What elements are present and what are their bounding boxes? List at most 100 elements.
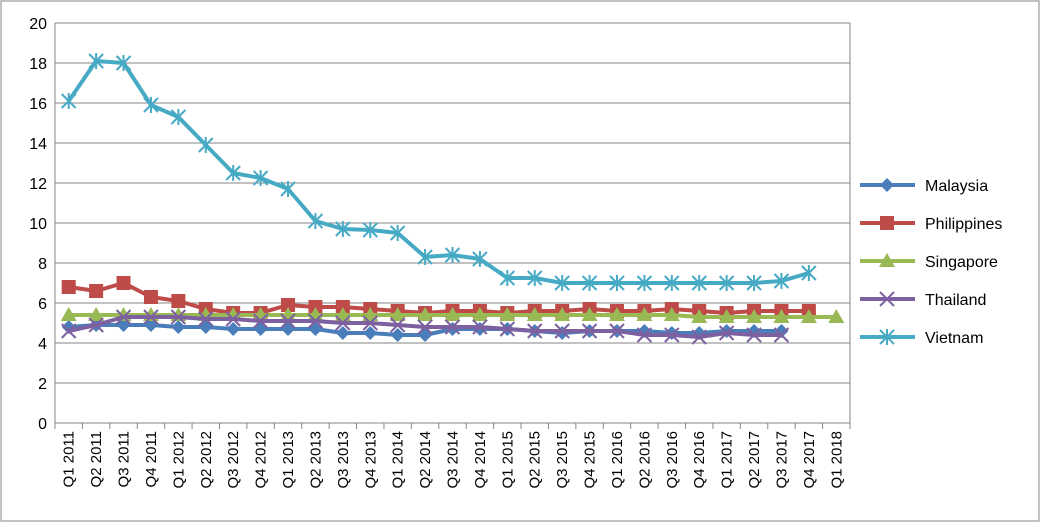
y-tick-label: 20: [29, 16, 47, 33]
data-point-x: [773, 327, 790, 343]
x-stroke: [581, 323, 598, 339]
y-tick-label: 8: [38, 256, 47, 273]
y-tick-label: 4: [38, 336, 47, 353]
data-point-triangle: [554, 307, 571, 321]
x-stroke: [746, 327, 762, 343]
legend-label: Thailand: [925, 292, 986, 309]
data-point-diamond: [171, 320, 186, 334]
x-stroke: [636, 327, 653, 343]
data-point-star: [499, 270, 516, 286]
x-stroke: [335, 315, 351, 331]
x-stroke: [252, 313, 269, 329]
data-point-x: [362, 315, 378, 331]
data-point-triangle: [444, 307, 461, 321]
data-point-x: [115, 309, 132, 325]
data-point-star: [88, 53, 104, 69]
legend-item-philippines: Philippines: [860, 216, 1002, 233]
x-stroke: [115, 309, 132, 325]
x-stroke: [527, 323, 543, 339]
data-point-star: [170, 109, 187, 125]
x-tick-label: Q1 2015: [499, 431, 516, 489]
data-point-star: [664, 275, 680, 291]
data-point-star: [609, 275, 625, 291]
data-point-x: [746, 327, 762, 343]
data-point-triangle: [636, 307, 653, 321]
x-tick-label: Q1 2016: [609, 431, 626, 489]
data-point-square: [880, 216, 894, 230]
x-stroke: [143, 309, 159, 325]
data-point-star: [554, 275, 570, 291]
x-tick-label: Q4 2015: [582, 431, 599, 489]
x-stroke: [307, 313, 324, 329]
x-tick-label: Q1 2018: [828, 431, 845, 489]
x-stroke: [88, 317, 104, 333]
data-point-triangle: [389, 307, 406, 321]
data-point-triangle: [828, 309, 845, 323]
data-point-square: [143, 290, 158, 304]
x-stroke: [170, 309, 187, 325]
data-point-star: [773, 273, 790, 289]
x-stroke: [499, 321, 516, 337]
y-tick-label: 12: [29, 176, 47, 193]
data-point-triangle: [718, 309, 735, 323]
x-stroke: [664, 327, 680, 343]
legend-item-vietnam: Vietnam: [860, 329, 983, 347]
data-point-star: [307, 213, 324, 229]
x-tick-label: Q1 2013: [280, 431, 297, 489]
data-point-x: [60, 323, 77, 339]
x-tick-label: Q1 2017: [719, 431, 736, 489]
data-point-triangle: [879, 253, 895, 267]
x-tick-label: Q1 2014: [390, 431, 407, 489]
data-point-star: [115, 55, 132, 71]
x-stroke: [280, 313, 296, 329]
data-point-star: [417, 249, 433, 265]
data-point-star: [444, 247, 461, 263]
data-point-x: [280, 313, 296, 329]
data-point-triangle: [471, 307, 488, 321]
data-point-x: [225, 311, 241, 327]
data-point-triangle: [663, 307, 680, 321]
data-point-star: [879, 329, 895, 345]
legend-label: Vietnam: [925, 330, 983, 347]
x-tick-label: Q1 2011: [61, 431, 78, 487]
series-vietnam: [60, 53, 817, 291]
data-point-triangle: [746, 309, 763, 323]
data-point-diamond: [390, 328, 405, 342]
data-point-triangle: [608, 307, 625, 321]
x-tick-label: Q4 2012: [253, 431, 270, 489]
legend-label: Philippines: [925, 216, 1002, 233]
data-point-diamond: [226, 322, 241, 336]
data-point-square: [171, 294, 186, 308]
data-point-square: [61, 280, 76, 294]
data-point-triangle: [499, 307, 516, 321]
data-point-x: [554, 323, 570, 339]
data-point-x: [581, 323, 598, 339]
data-point-x: [636, 327, 653, 343]
data-point-x: [472, 319, 488, 335]
x-stroke: [225, 311, 241, 327]
x-stroke: [718, 325, 735, 341]
data-point-star: [60, 93, 77, 109]
legend-item-malaysia: Malaysia: [860, 178, 988, 195]
data-point-x: [444, 319, 461, 335]
x-tick-label: Q3 2016: [664, 431, 681, 489]
y-tick-label: 6: [38, 296, 47, 313]
data-point-x: [527, 323, 543, 339]
data-point-star: [252, 170, 269, 186]
x-tick-label: Q2 2013: [307, 431, 324, 489]
y-tick-label: 0: [38, 416, 47, 433]
y-tick-label: 18: [29, 56, 47, 73]
x-stroke: [362, 315, 378, 331]
x-stroke: [444, 319, 461, 335]
data-point-x: [417, 319, 433, 335]
data-point-star: [581, 275, 598, 291]
x-tick-label: Q2 2017: [746, 431, 763, 489]
data-point-x: [143, 309, 159, 325]
x-stroke: [417, 319, 433, 335]
x-tick-label: Q4 2016: [691, 431, 708, 489]
x-stroke: [389, 317, 406, 333]
legend-label: Malaysia: [925, 178, 988, 195]
data-point-star: [143, 97, 159, 113]
x-stroke: [773, 327, 790, 343]
x-tick-label: Q4 2014: [472, 431, 489, 489]
